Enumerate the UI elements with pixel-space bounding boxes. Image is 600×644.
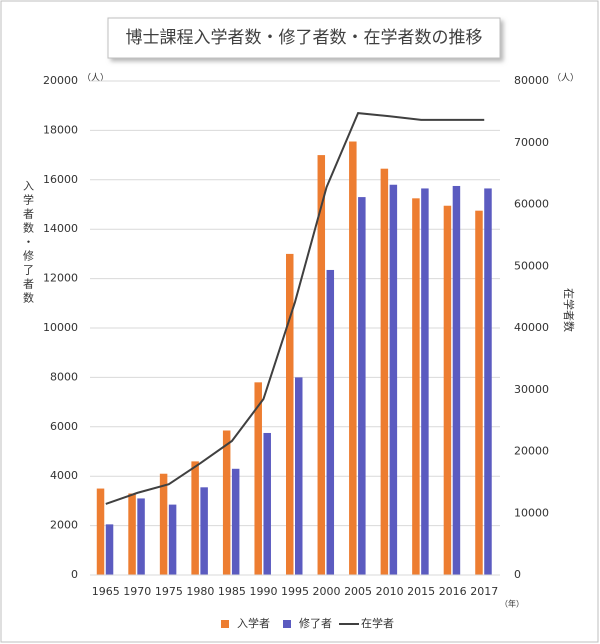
y-tick-label: 8000 [50,370,78,383]
y-unit: （人） [82,73,109,84]
line-series [105,112,485,505]
y-tick-label: 12000 [43,272,78,285]
y2-tick-label: 50000 [514,259,549,272]
y-tick-label: 4000 [50,469,78,482]
bar [286,253,294,575]
y2-tick-label: 60000 [514,198,549,211]
y2-tick-label: 10000 [514,506,549,519]
bar [484,188,492,575]
x-tick-label: 1970 [123,585,151,598]
y-axis-label: 入学者数・修了者数 [22,180,35,306]
bar [349,141,357,575]
bar [452,185,461,575]
legend-label: 修了者 [299,616,332,630]
x-tick-label: 2000 [313,585,341,598]
x-tick-label: 1995 [281,585,309,598]
bar [443,205,452,576]
bar [254,382,262,575]
bar [389,184,398,576]
legend-swatch [283,620,291,628]
y2-tick-label: 80000 [514,74,549,87]
x-tick-label: 1990 [249,585,277,598]
legend-label: 入学者 [237,616,270,630]
bar [222,430,231,575]
bar [231,468,240,575]
y2-unit: （人） [552,73,579,84]
y-tick-label: 10000 [43,321,78,334]
bar [412,198,420,575]
bar [105,524,114,575]
y-tick-label: 18000 [43,123,78,136]
x-tick-label: 2005 [344,585,372,598]
y-tick-label: 14000 [43,222,78,235]
x-tick-label: 1975 [155,585,183,598]
bar [128,493,136,575]
legend-swatch [221,620,229,628]
bar [200,487,208,575]
bar [159,473,168,575]
bar [295,377,303,575]
bar [96,488,105,575]
bar [326,269,335,575]
y2-tick-label: 0 [514,568,521,581]
x-tick-label: 1980 [186,585,214,598]
y2-tick-label: 20000 [514,445,549,458]
bar [263,432,271,575]
x-tick-label: 2016 [439,585,467,598]
bar [380,168,389,575]
bar [191,461,199,575]
x-tick-label: 1985 [218,585,246,598]
x-tick-label: 2015 [407,585,435,598]
title-box [107,17,501,59]
bar [317,155,326,575]
bar [475,210,483,576]
y-tick-label: 16000 [43,173,78,186]
y-tick-label: 0 [71,568,78,581]
bar [137,498,145,575]
y-tick-label: 6000 [50,420,78,433]
bar [421,188,429,575]
y2-tick-label: 70000 [514,136,549,149]
legend-label: 在学者 [361,616,394,630]
x-tick-label: 2017 [470,585,498,598]
y-tick-label: 2000 [50,519,78,532]
y2-tick-label: 40000 [514,321,549,334]
x-tick-label: 2010 [376,585,404,598]
x-unit: （年） [500,599,524,609]
y2-axis-label: 在学者数 [562,288,576,332]
x-tick-label: 1965 [92,585,120,598]
bar [168,504,177,575]
y-tick-label: 20000 [43,74,78,87]
bar [358,197,366,575]
chart-title: 博士課程入学者数・修了者数・在学者数の推移 [126,28,483,48]
y2-tick-label: 30000 [514,383,549,396]
